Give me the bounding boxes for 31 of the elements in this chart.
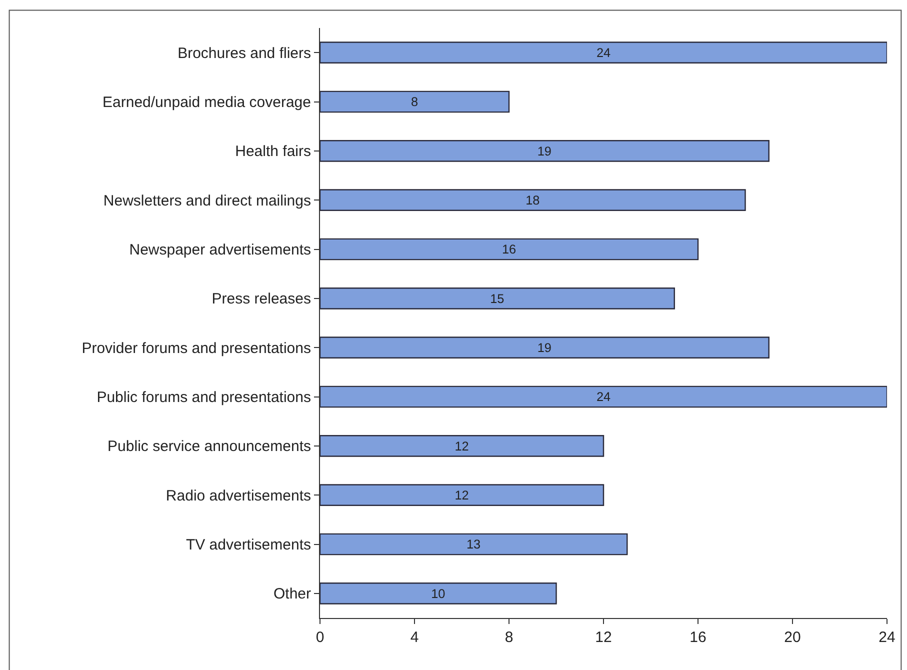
data-label: 8 <box>410 95 418 110</box>
x-tick-label: 24 <box>878 629 896 646</box>
y-tick-label: Other <box>273 586 312 603</box>
x-tick-label: 12 <box>595 629 612 646</box>
x-tick-label: 0 <box>316 629 324 646</box>
data-label: 12 <box>454 439 469 454</box>
y-tick-label: Newspaper advertisements <box>129 242 311 258</box>
data-label: 15 <box>490 292 504 306</box>
data-label: 13 <box>466 538 481 552</box>
y-tick-label: Brochures and fliers <box>178 44 311 62</box>
y-tick-label: Newsletters and direct mailings <box>103 192 311 210</box>
data-label: 16 <box>502 242 516 257</box>
data-label: 19 <box>537 144 552 158</box>
x-tick-label: 20 <box>784 629 801 646</box>
y-tick-label: Radio advertisements <box>166 487 311 504</box>
x-tick-label: 4 <box>410 629 419 646</box>
y-tick-label: Public service announcements <box>108 438 311 456</box>
x-tick-label: 8 <box>504 629 514 646</box>
y-tick-label: TV advertisements <box>186 536 311 554</box>
y-tick-label: Health fairs <box>235 143 311 160</box>
x-tick-label: 16 <box>690 629 706 646</box>
data-label: 19 <box>537 340 552 355</box>
data-label: 12 <box>454 488 469 502</box>
y-tick-label: Press releases <box>212 290 311 308</box>
data-label: 24 <box>596 46 611 60</box>
data-label: 24 <box>596 390 611 404</box>
y-tick-label: Public forums and presentations <box>96 389 311 406</box>
data-label: 18 <box>526 193 540 208</box>
y-tick-label: Earned/unpaid media coverage <box>102 94 311 111</box>
data-label: 10 <box>431 586 446 601</box>
y-tick-label: Provider forums and presentations <box>82 340 311 357</box>
